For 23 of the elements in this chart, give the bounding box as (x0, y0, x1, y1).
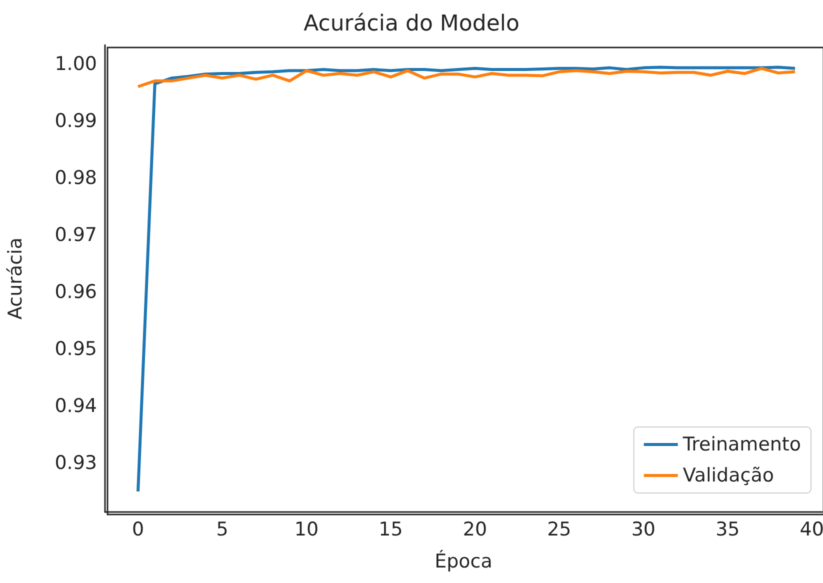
legend-label: Validação (682, 464, 774, 486)
x-tick-label: 15 (378, 518, 403, 540)
x-tick-label: 25 (547, 518, 572, 540)
x-tick-label: 5 (216, 518, 228, 540)
x-tick-label: 10 (294, 518, 319, 540)
chart-title: Acurácia do Modelo (304, 12, 520, 36)
y-tick-label: 0.93 (54, 452, 97, 474)
y-tick-label: 0.94 (54, 394, 97, 417)
y-axis-title: Acurácia (4, 238, 26, 320)
x-tick-label: 35 (716, 518, 740, 540)
y-tick-label: 0.99 (54, 110, 97, 132)
x-tick-label: 40 (800, 518, 823, 540)
x-axis-title: Época (434, 550, 492, 572)
y-tick-label: 0.95 (54, 338, 97, 360)
line-series (136, 66, 797, 88)
x-tick-label: 30 (631, 518, 656, 540)
y-tick-label: 1.00 (54, 52, 97, 75)
y-tick-label: 0.98 (54, 166, 97, 189)
x-tick-label: 0 (132, 518, 144, 540)
y-tick-label: 0.96 (54, 280, 97, 303)
y-tick-label: 0.97 (54, 224, 97, 246)
x-tick-label: 20 (462, 518, 488, 540)
legend-label: Treinamento (682, 434, 802, 456)
